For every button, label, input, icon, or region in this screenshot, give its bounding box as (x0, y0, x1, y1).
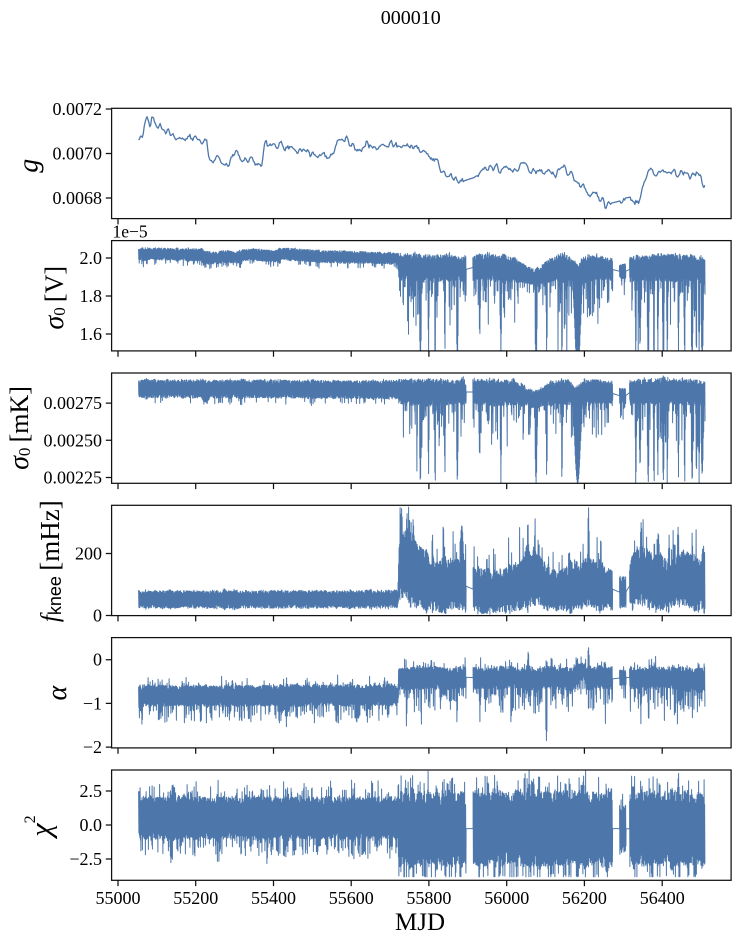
svg-text:MJD: MJD (395, 909, 445, 936)
svg-text:1.6: 1.6 (80, 324, 103, 344)
svg-text:56200: 56200 (562, 888, 607, 908)
svg-text:55000: 55000 (96, 888, 141, 908)
svg-text:56400: 56400 (640, 888, 685, 908)
svg-text:0.00250: 0.00250 (44, 430, 103, 450)
svg-text:0: 0 (93, 606, 102, 626)
svg-text:fknee [mHz]: fknee [mHz] (35, 500, 65, 622)
svg-text:2.5: 2.5 (80, 781, 103, 801)
svg-text:200: 200 (75, 544, 102, 564)
svg-text:55200: 55200 (173, 888, 218, 908)
svg-text:0.0070: 0.0070 (53, 144, 103, 164)
svg-text:2.0: 2.0 (80, 248, 103, 268)
svg-text:0.0068: 0.0068 (53, 188, 103, 208)
svg-text:1.8: 1.8 (80, 286, 103, 306)
svg-text:σ0 [mK]: σ0 [mK] (4, 386, 35, 470)
svg-text:0: 0 (93, 650, 102, 670)
svg-text:0.0: 0.0 (80, 815, 103, 835)
svg-text:0.00225: 0.00225 (44, 468, 103, 488)
svg-text:000010: 000010 (381, 7, 441, 29)
svg-text:1e−5: 1e−5 (113, 222, 148, 242)
svg-text:0.00275: 0.00275 (44, 393, 103, 413)
svg-text:−2.5: −2.5 (69, 849, 102, 869)
svg-text:0.0072: 0.0072 (53, 99, 103, 119)
svg-text:55800: 55800 (406, 888, 451, 908)
svg-text:g: g (13, 159, 44, 173)
svg-text:−1: −1 (83, 693, 102, 713)
svg-text:α: α (42, 685, 73, 701)
svg-text:σ0 [V]: σ0 [V] (39, 266, 70, 330)
svg-text:55600: 55600 (329, 888, 374, 908)
svg-text:55400: 55400 (251, 888, 296, 908)
svg-text:−2: −2 (83, 737, 102, 757)
svg-text:χ2: χ2 (22, 815, 58, 839)
svg-text:56000: 56000 (484, 888, 529, 908)
